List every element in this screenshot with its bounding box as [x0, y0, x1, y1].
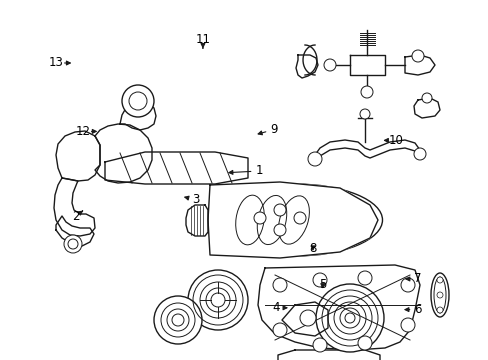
Text: 8: 8: [308, 242, 316, 255]
Circle shape: [360, 86, 372, 98]
Circle shape: [273, 224, 285, 236]
Circle shape: [64, 235, 82, 253]
Text: 13: 13: [49, 57, 63, 69]
Polygon shape: [185, 205, 207, 236]
Circle shape: [345, 313, 354, 323]
Circle shape: [436, 307, 442, 313]
Text: 7: 7: [413, 273, 421, 285]
Polygon shape: [105, 152, 247, 184]
Circle shape: [307, 152, 321, 166]
Ellipse shape: [207, 184, 382, 256]
Text: 6: 6: [413, 303, 421, 316]
Circle shape: [272, 323, 286, 337]
Polygon shape: [56, 131, 100, 181]
Circle shape: [312, 338, 326, 352]
Circle shape: [411, 50, 423, 62]
Circle shape: [357, 336, 371, 350]
Text: 2: 2: [72, 210, 80, 222]
Circle shape: [413, 148, 425, 160]
Polygon shape: [404, 55, 434, 75]
Circle shape: [187, 270, 247, 330]
Circle shape: [421, 93, 431, 103]
Polygon shape: [54, 178, 95, 236]
Text: 1: 1: [255, 165, 263, 177]
Polygon shape: [258, 265, 419, 350]
Polygon shape: [95, 124, 152, 183]
Text: 10: 10: [388, 134, 403, 147]
Polygon shape: [56, 216, 94, 246]
Polygon shape: [413, 98, 439, 118]
Circle shape: [400, 318, 414, 332]
Text: 12: 12: [76, 125, 90, 138]
Text: 9: 9: [269, 123, 277, 136]
Polygon shape: [282, 302, 327, 336]
Text: 11: 11: [195, 33, 210, 46]
Circle shape: [253, 212, 265, 224]
Circle shape: [436, 292, 442, 298]
Polygon shape: [120, 101, 156, 130]
Circle shape: [293, 212, 305, 224]
Text: 5: 5: [318, 278, 326, 291]
Ellipse shape: [430, 273, 448, 317]
Polygon shape: [349, 55, 384, 75]
Circle shape: [359, 109, 369, 119]
Circle shape: [315, 284, 383, 352]
Circle shape: [357, 271, 371, 285]
Polygon shape: [278, 350, 379, 360]
Circle shape: [154, 296, 202, 344]
Circle shape: [272, 278, 286, 292]
Circle shape: [273, 204, 285, 216]
Circle shape: [210, 293, 224, 307]
Text: 4: 4: [272, 301, 280, 314]
Polygon shape: [295, 55, 317, 78]
Polygon shape: [207, 182, 377, 258]
Circle shape: [299, 310, 315, 326]
Circle shape: [324, 59, 335, 71]
Text: 3: 3: [191, 193, 199, 206]
Circle shape: [122, 85, 154, 117]
Circle shape: [400, 278, 414, 292]
Circle shape: [436, 277, 442, 283]
Circle shape: [312, 273, 326, 287]
